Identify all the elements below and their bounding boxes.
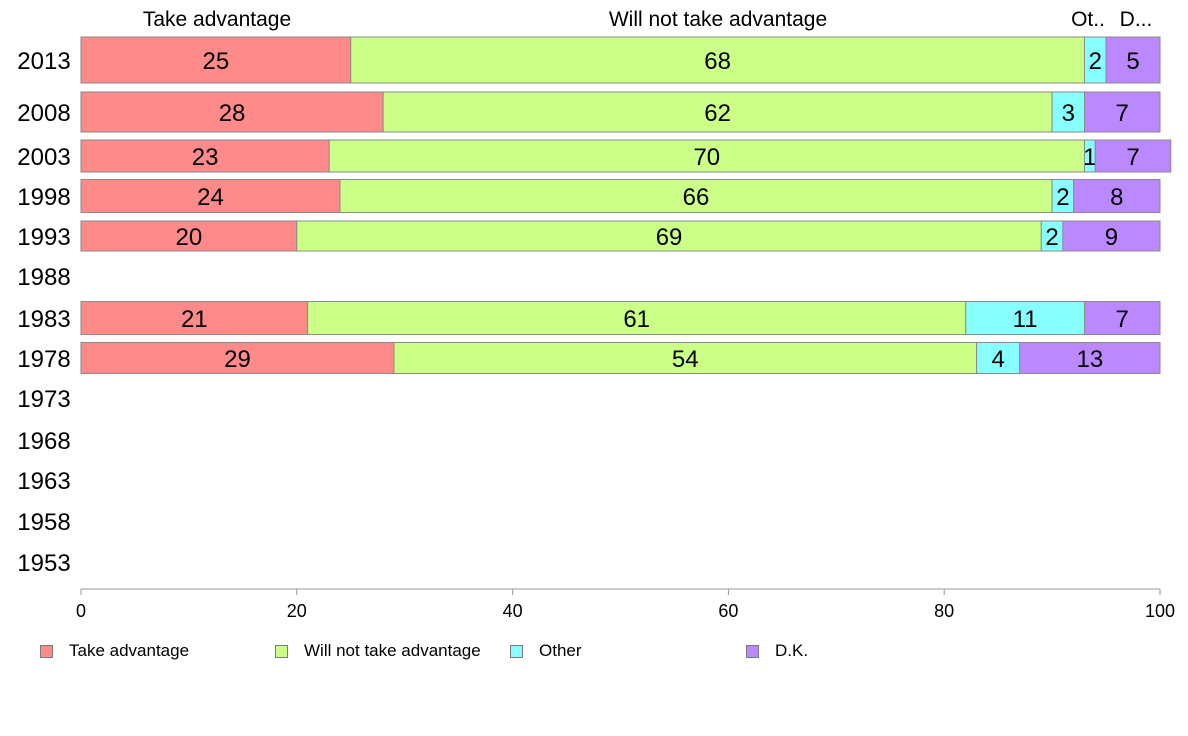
bar-2008-will-not-take-advantage bbox=[382, 91, 1053, 133]
year-label-1998: 1998 bbox=[17, 184, 70, 211]
top-category-labels: Take advantage Will not take advantage Ot.… bbox=[143, 8, 1152, 31]
year-axis-labels: 2013 2008 2003 1998 1993 1988 1983 1978 1973 1968… bbox=[17, 48, 70, 577]
legend-label: Other bbox=[539, 641, 582, 660]
legend-label: Will not take advantage bbox=[304, 641, 481, 660]
value-label-1983-2: 11 bbox=[1013, 306, 1038, 333]
x-tick-label-80: 80 bbox=[934, 601, 954, 621]
year-label-1958: 1958 bbox=[17, 509, 70, 536]
bars: 25 68 2 528 62 3 723 70 1 724 66 2 820 69 2 921 61 11 729 5… bbox=[80, 36, 1172, 374]
bar-2008-d-k- bbox=[1083, 91, 1161, 133]
value-label-2003-3: 7 bbox=[1126, 144, 1139, 171]
value-label-1978-0: 29 bbox=[224, 346, 251, 373]
legend-item-other: Other bbox=[510, 641, 582, 661]
year-label-2003: 2003 bbox=[17, 144, 70, 171]
value-label-2008-2: 3 bbox=[1062, 100, 1075, 127]
value-label-2008-1: 62 bbox=[704, 100, 731, 127]
bar-1983-d-k- bbox=[1083, 301, 1161, 335]
value-label-1998-3: 8 bbox=[1110, 184, 1123, 211]
bar-2003-will-not-take-advantage bbox=[328, 139, 1085, 173]
legend-swatch bbox=[275, 644, 288, 658]
value-label-2003-1: 70 bbox=[693, 144, 720, 171]
bar-2013-take-advantage bbox=[80, 36, 352, 84]
bar-1978-d-k- bbox=[1019, 342, 1161, 374]
value-label-2013-1: 68 bbox=[704, 48, 731, 75]
value-label-1978-3: 13 bbox=[1077, 346, 1104, 373]
bar-2008-take-advantage bbox=[80, 91, 384, 133]
legend-item-d-k-: D.K. bbox=[746, 641, 808, 661]
legend-swatch bbox=[40, 644, 53, 658]
top-label-0: Take advantage bbox=[143, 8, 291, 31]
year-label-1988: 1988 bbox=[17, 264, 70, 291]
x-tick-label-0: 0 bbox=[76, 601, 86, 621]
legend-label: D.K. bbox=[775, 641, 809, 660]
value-label-2013-2: 2 bbox=[1089, 48, 1102, 75]
bar-1983-will-not-take-advantage bbox=[307, 301, 967, 335]
bar-2013-d-k- bbox=[1105, 36, 1161, 84]
bar-1993-d-k- bbox=[1062, 220, 1161, 252]
value-label-1993-2: 2 bbox=[1045, 224, 1058, 251]
value-label-1993-1: 69 bbox=[656, 224, 683, 251]
top-label-1: Will not take advantage bbox=[609, 8, 827, 31]
bar-1983-other bbox=[965, 301, 1085, 335]
x-tick-label-40: 40 bbox=[503, 601, 523, 621]
bar-1993-take-advantage bbox=[80, 220, 298, 252]
value-label-1983-3: 7 bbox=[1116, 306, 1129, 333]
x-axis: 0 20 40 60 80 100 bbox=[76, 588, 1175, 621]
top-label-3: D... bbox=[1120, 8, 1153, 31]
legend-item-take-advantage: Take advantage bbox=[40, 641, 189, 661]
value-label-2013-0: 25 bbox=[203, 48, 230, 75]
year-label-2008: 2008 bbox=[17, 100, 70, 127]
bar-2013-will-not-take-advantage bbox=[350, 36, 1085, 84]
bar-1993-will-not-take-advantage bbox=[296, 220, 1042, 252]
value-label-2008-0: 28 bbox=[219, 100, 246, 127]
year-label-1973: 1973 bbox=[17, 386, 70, 413]
legend-label: Take advantage bbox=[69, 641, 190, 660]
year-label-1983: 1983 bbox=[17, 306, 70, 333]
bar-1978-take-advantage bbox=[80, 342, 395, 374]
stacked-bar-chart: Take advantage Will not take advantage Ot.… bbox=[17, 8, 1175, 621]
value-label-1998-1: 66 bbox=[683, 184, 710, 211]
value-label-1983-0: 21 bbox=[181, 306, 208, 333]
bar-1998-take-advantage bbox=[80, 179, 341, 213]
value-label-2008-3: 7 bbox=[1116, 100, 1129, 127]
year-label-1978: 1978 bbox=[17, 346, 70, 373]
x-tick-label-20: 20 bbox=[287, 601, 307, 621]
value-label-1993-3: 9 bbox=[1105, 224, 1118, 251]
value-label-2003-2: 1 bbox=[1083, 144, 1096, 171]
value-label-2013-3: 5 bbox=[1126, 48, 1139, 75]
year-label-1968: 1968 bbox=[17, 428, 70, 455]
bar-2008-other bbox=[1051, 91, 1085, 133]
bar-1998-d-k- bbox=[1073, 179, 1161, 213]
value-label-1978-1: 54 bbox=[672, 346, 699, 373]
legend-swatch bbox=[510, 644, 523, 658]
value-label-1978-2: 4 bbox=[991, 346, 1004, 373]
value-label-1998-0: 24 bbox=[197, 184, 224, 211]
year-label-1953: 1953 bbox=[17, 550, 70, 577]
year-label-1993: 1993 bbox=[17, 224, 70, 251]
legend-item-will-not-take-advantage: Will not take advantage bbox=[275, 641, 481, 661]
top-label-2: Ot.. bbox=[1071, 8, 1105, 31]
value-label-1983-1: 61 bbox=[623, 306, 650, 333]
x-tick-label-100: 100 bbox=[1145, 601, 1175, 621]
legend-swatch bbox=[746, 644, 759, 658]
value-label-2003-0: 23 bbox=[192, 144, 219, 171]
year-label-2013: 2013 bbox=[17, 48, 70, 75]
value-label-1998-2: 2 bbox=[1056, 184, 1069, 211]
legend: Take advantage Will not take advantage Oth… bbox=[0, 641, 1188, 667]
x-tick-label-60: 60 bbox=[718, 601, 738, 621]
value-label-1993-0: 20 bbox=[176, 224, 203, 251]
bar-1998-will-not-take-advantage bbox=[339, 179, 1053, 213]
bar-2003-take-advantage bbox=[80, 139, 330, 173]
bar-1978-will-not-take-advantage bbox=[393, 342, 978, 374]
year-label-1963: 1963 bbox=[17, 468, 70, 495]
bar-2003-d-k- bbox=[1094, 139, 1172, 173]
